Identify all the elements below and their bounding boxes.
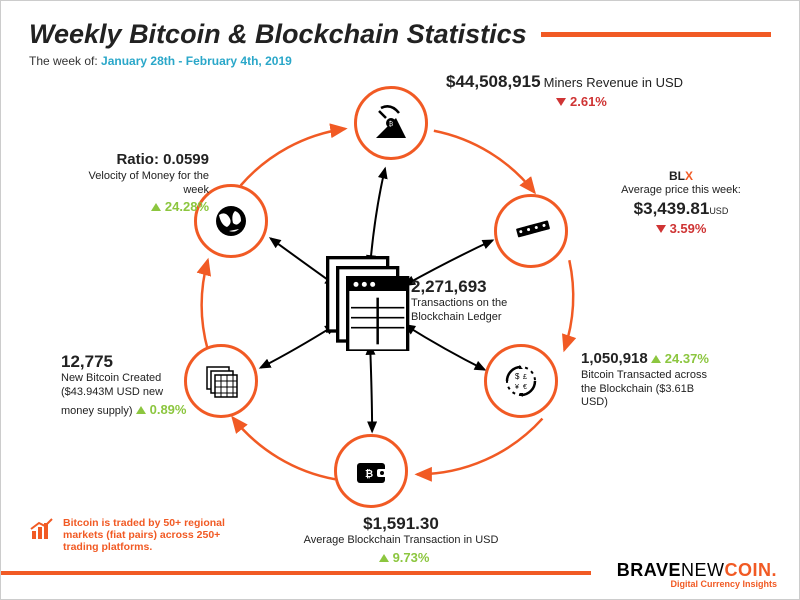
transacted-label: Bitcoin Transacted across the Blockchain… (581, 369, 711, 410)
blx-unit: USD (709, 206, 728, 216)
stat-avg-tx: $1,591.30 Average Blockchain Transaction… (301, 513, 501, 567)
miners-label: Miners Revenue in USD (544, 75, 683, 90)
blx-label: Average price this week: (611, 184, 751, 198)
velocity-value: Ratio: 0.0599 (116, 151, 209, 168)
node-blx (494, 194, 568, 268)
avg-tx-pct: 9.73% (379, 550, 430, 566)
velocity-pct: 24.28% (151, 199, 209, 215)
node-avg-tx: ₿ (334, 434, 408, 508)
node-new-btc (184, 344, 258, 418)
new-btc-value: 12,775 (61, 351, 191, 372)
miners-value: $44,508,915 (446, 72, 541, 91)
up-icon (136, 406, 146, 414)
grid-stack-icon (201, 361, 241, 401)
diagram-canvas: 2,271,693 Transactions on the Blockchain… (1, 61, 799, 559)
blx-pct: 3.59% (656, 221, 707, 237)
node-transacted: $ £ ¥ € (484, 344, 558, 418)
stat-miners: $44,508,915 Miners Revenue in USD 2.61% (446, 71, 686, 111)
title-accent-bar (541, 32, 771, 37)
ledger-icon (321, 251, 421, 351)
center-label: Transactions on the Blockchain Ledger (411, 297, 507, 323)
transacted-value: 1,050,918 (581, 350, 648, 367)
up-icon (651, 355, 661, 363)
stat-transacted: 1,050,918 24.37% Bitcoin Transacted acro… (581, 349, 761, 410)
blx-value: $3,439.81 (634, 199, 710, 218)
stat-new-btc: 12,775 New Bitcoin Created ($43.943M USD… (61, 351, 191, 419)
svg-text:¥: ¥ (515, 384, 519, 391)
svg-text:₿: ₿ (389, 121, 394, 128)
up-icon (151, 203, 161, 211)
footer-bar (1, 571, 591, 575)
footnote-text: Bitcoin is traded by 50+ regional market… (63, 517, 239, 553)
footer: BRAVENEWCOIN. Digital Currency Insights (617, 560, 777, 589)
header: Weekly Bitcoin & Blockchain Statistics (1, 1, 799, 54)
wallet-icon: ₿ (351, 451, 391, 491)
velocity-label: Velocity of Money for the week (79, 170, 209, 198)
svg-text:$: $ (515, 372, 520, 381)
page-title: Weekly Bitcoin & Blockchain Statistics (29, 19, 527, 50)
svg-text:₿: ₿ (365, 468, 373, 480)
brand-logo: BRAVENEWCOIN. (617, 560, 777, 581)
center-node (321, 256, 421, 346)
pickaxe-icon: ₿ (371, 103, 411, 143)
up-icon (379, 554, 389, 562)
chart-icon (29, 517, 55, 543)
down-icon (656, 225, 666, 233)
stat-velocity: Ratio: 0.0599 Velocity of Money for the … (79, 151, 209, 216)
new-btc-pct: 0.89% (136, 402, 187, 418)
globe-icon (211, 201, 251, 241)
center-stat: 2,271,693 Transactions on the Blockchain… (411, 276, 541, 325)
center-value: 2,271,693 (411, 276, 541, 297)
miners-pct: 2.61% (556, 94, 607, 110)
svg-text:£: £ (523, 374, 527, 381)
footnote: Bitcoin is traded by 50+ regional market… (29, 517, 239, 553)
node-miners: ₿ (354, 86, 428, 160)
exchange-icon: $ £ ¥ € (501, 361, 541, 401)
avg-tx-value: $1,591.30 (301, 513, 501, 534)
avg-tx-label: Average Blockchain Transaction in USD (304, 534, 499, 546)
transacted-pct: 24.37% (651, 351, 709, 367)
stat-blx: BLX Average price this week: $3,439.81US… (611, 169, 751, 238)
down-icon (556, 98, 566, 106)
blx-title: BLX (611, 169, 751, 184)
coins-icon (511, 211, 551, 251)
svg-text:€: € (523, 384, 527, 391)
